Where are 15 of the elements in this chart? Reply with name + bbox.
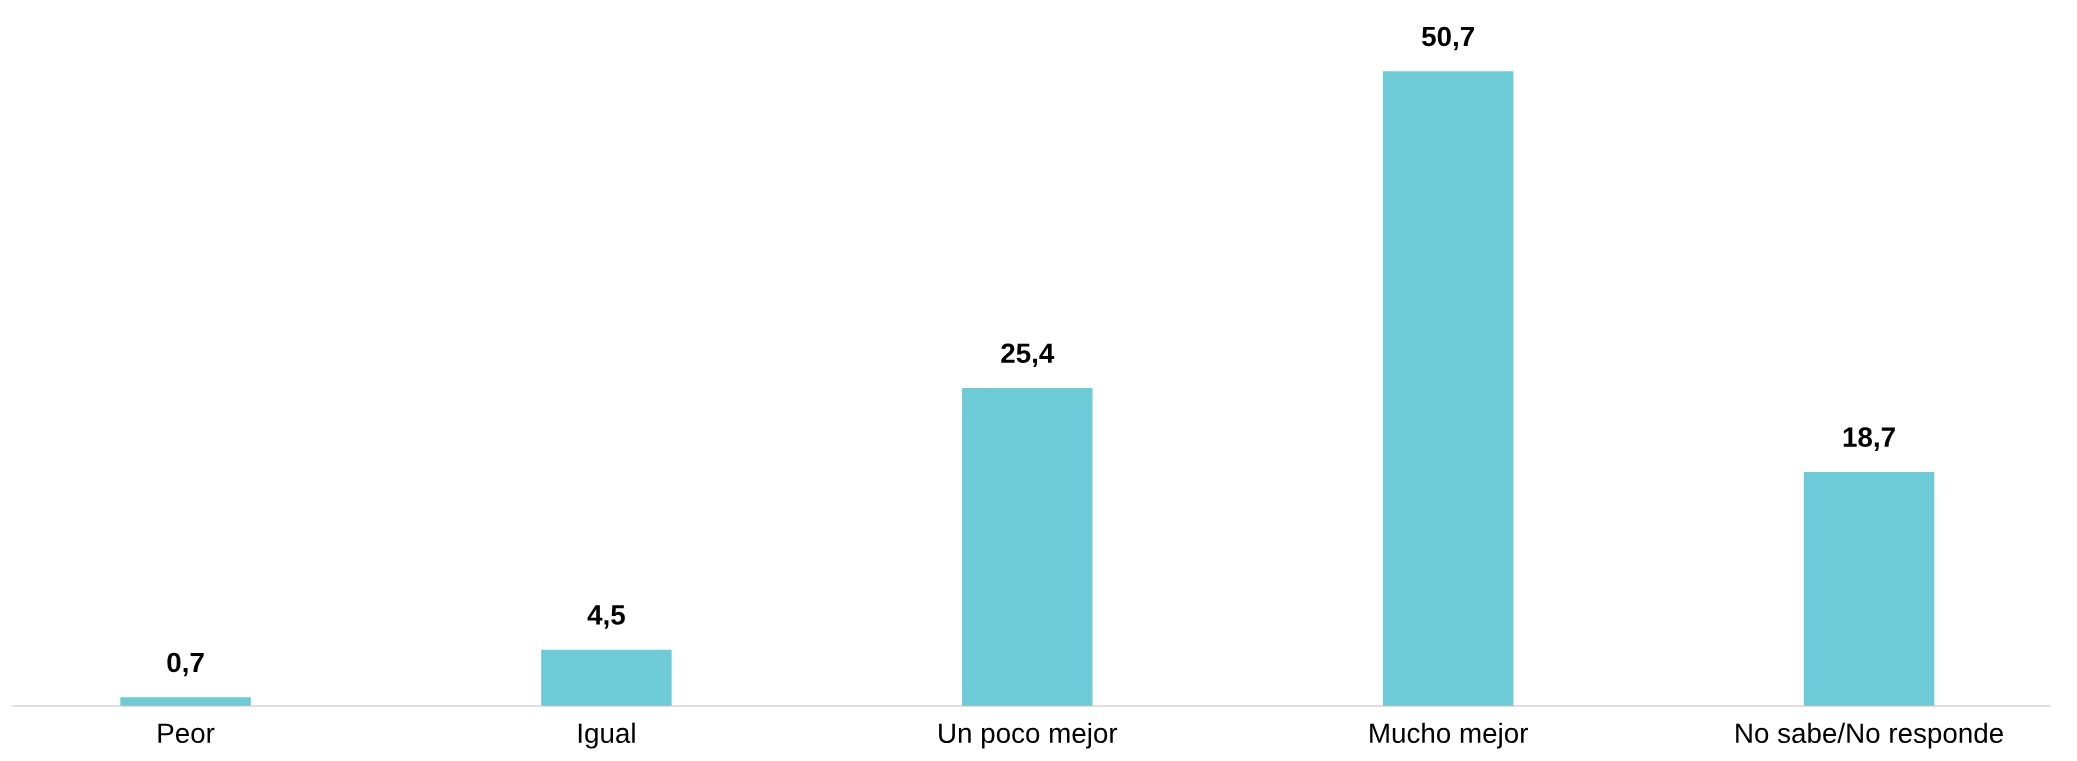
bar [1803, 471, 1935, 706]
x-tick-label: Mucho mejor [1370, 722, 1528, 749]
data-label: 0,7 [167, 652, 204, 677]
data-label: 4,5 [587, 605, 625, 629]
data-label: 25,4 [1001, 343, 1055, 368]
x-tick-label: Igual [578, 722, 635, 749]
x-tick-label: Un poco mejor [939, 722, 1118, 749]
bar [962, 388, 1093, 706]
bar [1382, 71, 1514, 706]
bar [120, 697, 251, 706]
data-label: 50,7 [1421, 26, 1474, 51]
x-tick-label: Peor [158, 723, 215, 744]
bar [541, 649, 672, 706]
x-tick-label: No sabe/No responde [1736, 722, 2003, 749]
data-label: 18,7 [1843, 427, 1895, 451]
